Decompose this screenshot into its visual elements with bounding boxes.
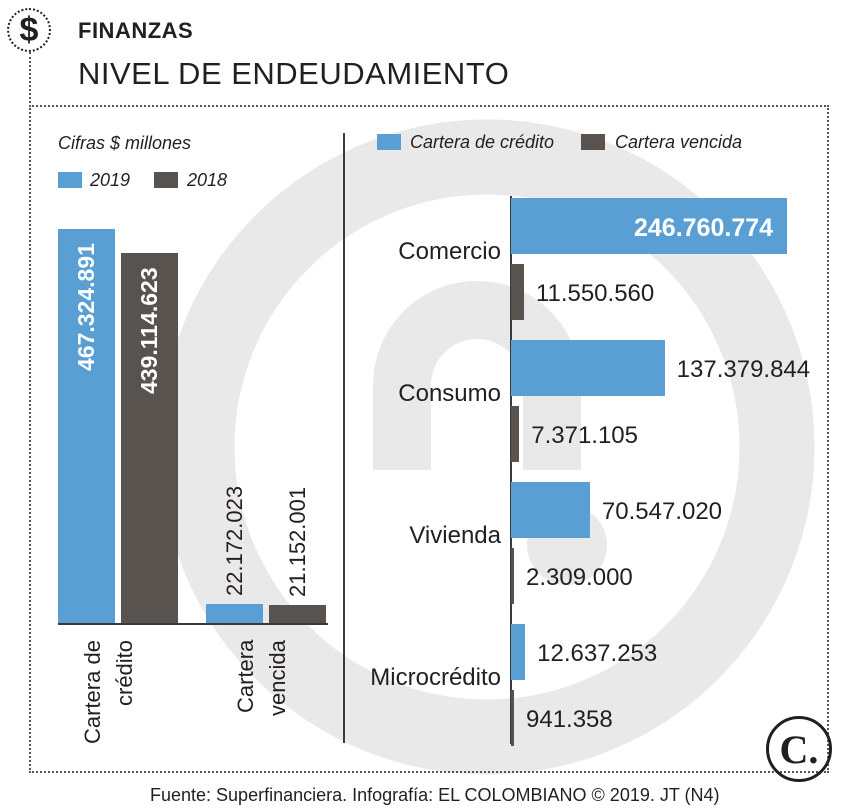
category-label-consumo: Consumo — [398, 380, 501, 407]
legend-label-2018: 2018 — [187, 170, 228, 190]
data-label: 941.358 — [526, 706, 613, 733]
data-label: 21.152.001 — [284, 487, 310, 598]
chart-headline: NIVEL DE ENDEUDAMIENTO — [78, 56, 510, 91]
units-note: Cifras $ millones — [58, 133, 192, 153]
x-axis-baseline — [58, 623, 328, 625]
category-label-microcrédito: Microcrédito — [370, 664, 501, 691]
dollar-icon: $ — [7, 8, 51, 52]
source-note: Fuente: Superfinanciera. Infografía: EL … — [150, 785, 720, 805]
legend-swatch-cartera-vencida — [581, 134, 605, 150]
category-label: Cartera — [233, 639, 258, 713]
data-label: 7.371.105 — [531, 422, 639, 449]
category-label: vencida — [265, 640, 290, 716]
legend-label-2019: 2019 — [90, 170, 131, 190]
el-colombiano-logo: C. — [766, 716, 832, 782]
bar-microcrédito-cartera-credito — [511, 624, 526, 680]
section-kicker: FINANZAS — [78, 18, 194, 43]
bar-cartera-vencida-2018 — [269, 605, 326, 623]
data-label: 439.114.623 — [136, 267, 162, 394]
frame-connector — [29, 52, 31, 107]
legend-label-cartera-credito: Cartera de crédito — [410, 132, 555, 152]
bar-vivienda-cartera-vencida — [511, 548, 514, 604]
bar-vivienda-cartera-credito — [511, 482, 590, 538]
data-label: 12.637.253 — [537, 640, 658, 667]
legend-swatch-2019 — [58, 172, 82, 188]
bar-cartera-credito-2019 — [58, 229, 115, 623]
bar-consumo-cartera-credito — [511, 340, 665, 396]
category-label-vivienda: Vivienda — [409, 522, 501, 549]
bar-consumo-cartera-vencida — [511, 406, 520, 462]
chart-frame — [29, 105, 829, 773]
legend-swatch-cartera-credito — [377, 134, 401, 150]
bar-microcrédito-cartera-vencida — [511, 690, 514, 746]
bar-cartera-credito-2018 — [121, 252, 178, 623]
data-label: 22.172.023 — [221, 486, 247, 597]
category-label-comercio: Comercio — [398, 238, 501, 265]
y-axis-line — [510, 196, 512, 744]
data-label: 137.379.844 — [676, 356, 811, 383]
data-label: 2.309.000 — [526, 564, 633, 591]
legend-swatch-2018 — [154, 172, 178, 188]
category-label: crédito — [112, 639, 137, 706]
legend-label-cartera-vencida: Cartera vencida — [615, 132, 743, 152]
bar-comercio-cartera-vencida — [511, 264, 524, 320]
bar-cartera-vencida-2019 — [206, 604, 263, 623]
category-label: Cartera de — [80, 640, 105, 744]
data-label: 11.550.560 — [535, 280, 655, 307]
data-label: 246.760.774 — [634, 213, 774, 242]
bar-comercio-cartera-credito — [511, 198, 787, 254]
data-label: 70.547.020 — [601, 498, 723, 525]
panel-divider — [343, 133, 345, 743]
data-label: 467.324.891 — [73, 243, 99, 371]
